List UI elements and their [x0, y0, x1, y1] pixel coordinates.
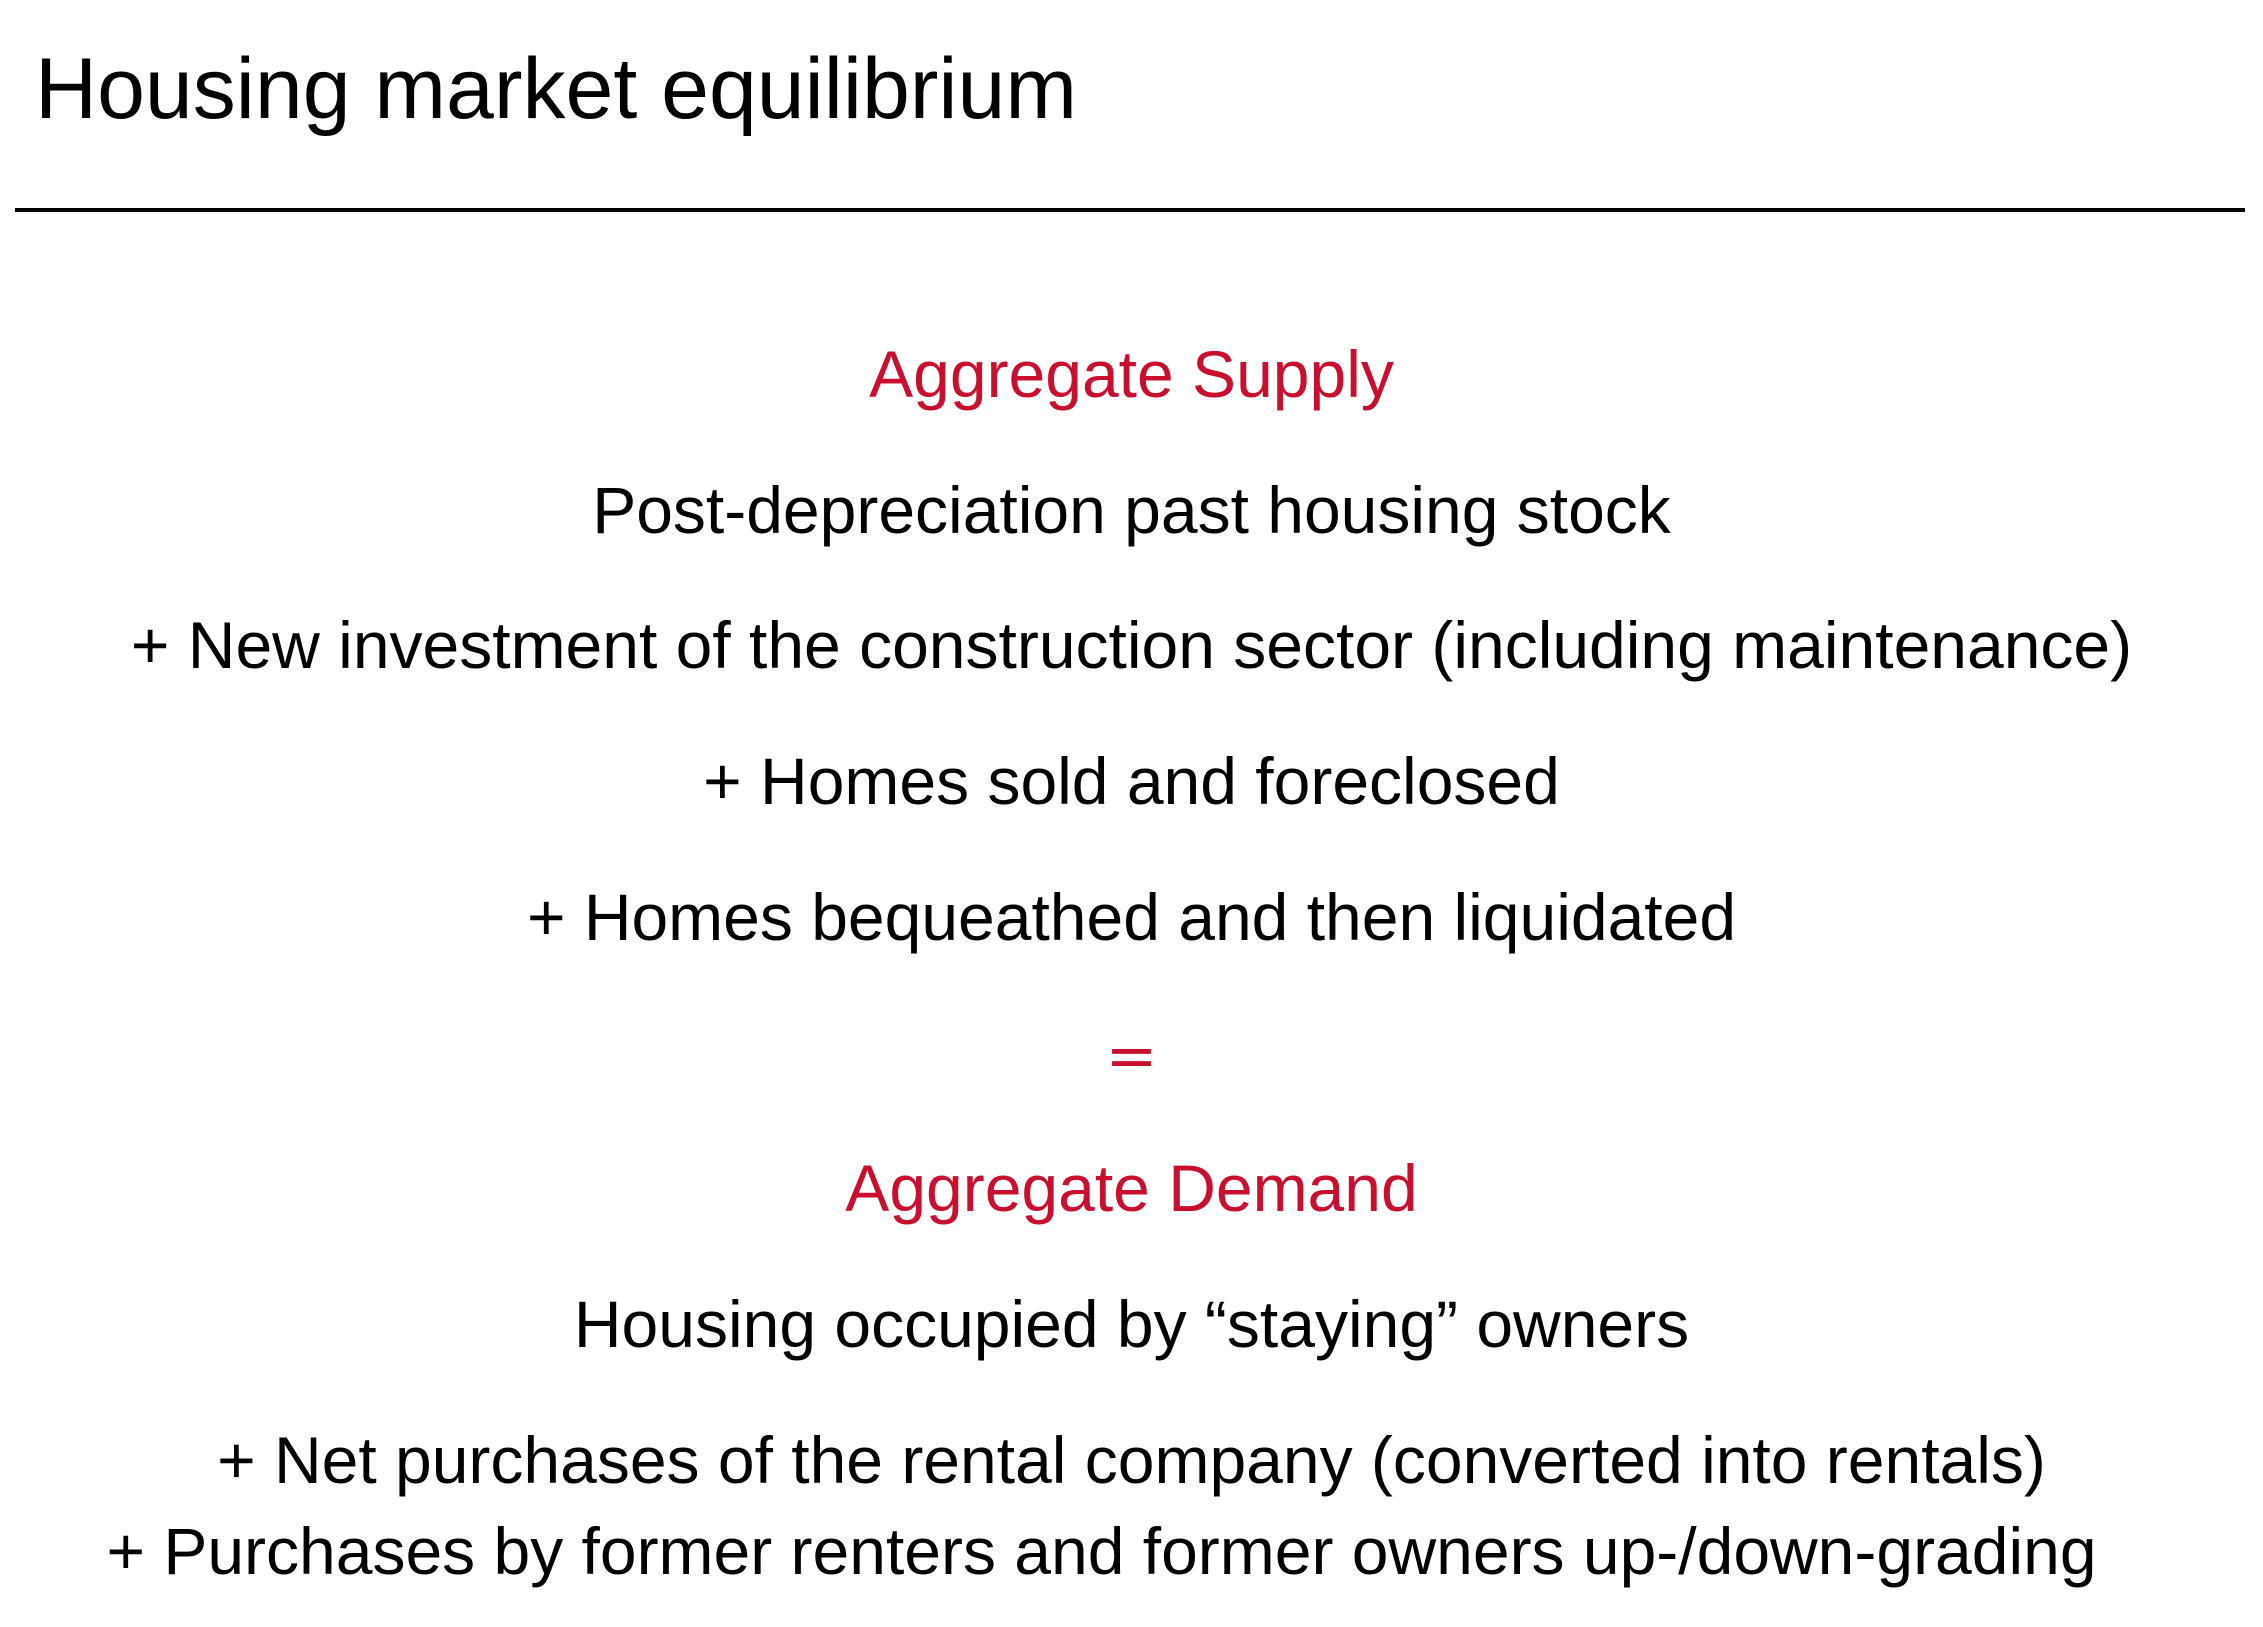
supply-item-homes-bequeathed: + Homes bequeathed and then liquidated: [526, 880, 1737, 954]
supply-item-new-investment: + New investment of the construction sec…: [130, 608, 2133, 682]
demand-item-former-renters-owners: + Purchases by former renters and former…: [106, 1514, 2097, 1588]
aggregate-supply-heading: Aggregate Supply: [869, 337, 1394, 411]
equals-sign: =: [1105, 1019, 1158, 1092]
supply-item-homes-sold-foreclosed: + Homes sold and foreclosed: [703, 744, 1560, 818]
title-divider: [15, 208, 2245, 212]
demand-item-staying-owners: Housing occupied by “staying” owners: [573, 1287, 1690, 1361]
aggregate-demand-heading: Aggregate Demand: [845, 1151, 1418, 1225]
supply-item-past-housing-stock: Post-depreciation past housing stock: [592, 473, 1671, 547]
slide-title: Housing market equilibrium: [35, 41, 1077, 137]
demand-item-rental-company: + Net purchases of the rental company (c…: [217, 1423, 2046, 1497]
